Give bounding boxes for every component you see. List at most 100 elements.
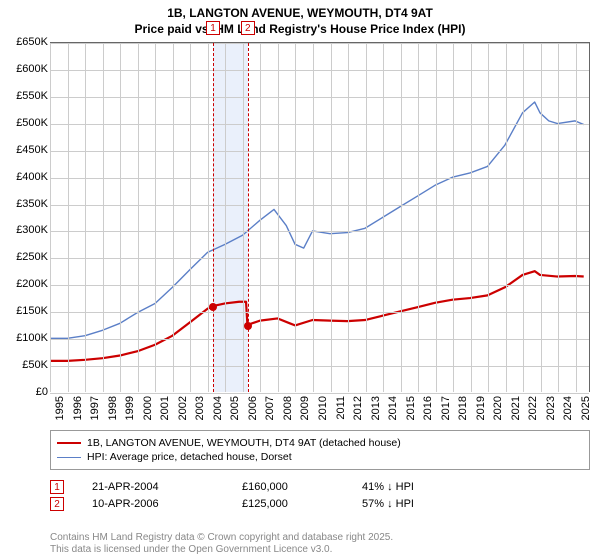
legend-swatch	[57, 442, 81, 444]
x-gridline	[313, 43, 314, 392]
x-gridline	[541, 43, 542, 392]
x-axis-tick-label: 2025	[580, 396, 592, 420]
x-axis-tick-label: 2020	[492, 396, 504, 420]
sale-date: 21-APR-2004	[92, 481, 242, 493]
x-gridline	[453, 43, 454, 392]
x-gridline	[348, 43, 349, 392]
series-line-hpi	[50, 102, 584, 338]
sale-row-marker: 2	[50, 497, 64, 511]
title-subtitle: Price paid vs. HM Land Registry's House …	[0, 22, 600, 38]
footer-line2: This data is licensed under the Open Gov…	[50, 544, 393, 556]
x-gridline	[436, 43, 437, 392]
y-gridline	[50, 70, 589, 71]
x-gridline	[190, 43, 191, 392]
legend-swatch	[57, 457, 81, 458]
y-axis-tick-label: £500K	[16, 117, 48, 129]
x-axis-tick-label: 2023	[545, 396, 557, 420]
y-gridline	[50, 43, 589, 44]
y-axis-tick-label: £50K	[22, 359, 48, 371]
x-axis-tick-label: 2015	[405, 396, 417, 420]
y-axis-tick-label: £550K	[16, 90, 48, 102]
plot-area: 12	[50, 42, 590, 392]
x-axis-tick-label: 2024	[562, 396, 574, 420]
legend-box: 1B, LANGTON AVENUE, WEYMOUTH, DT4 9AT (d…	[50, 430, 590, 470]
y-gridline	[50, 124, 589, 125]
x-gridline	[225, 43, 226, 392]
sale-point-dot	[244, 322, 252, 330]
x-gridline	[506, 43, 507, 392]
x-axis-tick-label: 2022	[527, 396, 539, 420]
x-axis-tick-label: 2013	[370, 396, 382, 420]
x-axis-tick-label: 2011	[335, 396, 347, 420]
x-gridline	[295, 43, 296, 392]
sales-table: 121-APR-2004£160,00041% ↓ HPI210-APR-200…	[50, 477, 590, 514]
x-gridline	[558, 43, 559, 392]
x-axis-tick-label: 2017	[440, 396, 452, 420]
y-gridline	[50, 205, 589, 206]
x-gridline	[488, 43, 489, 392]
sale-marker-line	[213, 43, 214, 392]
x-gridline	[243, 43, 244, 392]
x-axis-tick-label: 2016	[422, 396, 434, 420]
x-axis-tick-label: 1998	[107, 396, 119, 420]
x-axis-tick-label: 2019	[475, 396, 487, 420]
y-gridline	[50, 339, 589, 340]
y-gridline	[50, 393, 589, 394]
y-axis-tick-label: £600K	[16, 63, 48, 75]
y-gridline	[50, 151, 589, 152]
footer-line1: Contains HM Land Registry data © Crown c…	[50, 532, 393, 544]
sale-date: 10-APR-2006	[92, 498, 242, 510]
x-gridline	[103, 43, 104, 392]
x-gridline	[278, 43, 279, 392]
sale-row-marker: 1	[50, 480, 64, 494]
legend-row: 1B, LANGTON AVENUE, WEYMOUTH, DT4 9AT (d…	[57, 437, 583, 449]
x-axis-tick-label: 2001	[159, 396, 171, 420]
x-axis-tick-label: 2005	[229, 396, 241, 420]
x-gridline	[208, 43, 209, 392]
y-axis-tick-label: £200K	[16, 278, 48, 290]
x-gridline	[401, 43, 402, 392]
y-gridline	[50, 312, 589, 313]
sale-marker-box: 2	[241, 21, 255, 35]
x-axis-tick-label: 2021	[510, 396, 522, 420]
x-gridline	[50, 43, 51, 392]
sale-point-dot	[209, 303, 217, 311]
sale-hpi-diff: 57% ↓ HPI	[362, 498, 482, 510]
sale-marker-line	[248, 43, 249, 392]
x-axis-tick-label: 2006	[247, 396, 259, 420]
title-address: 1B, LANGTON AVENUE, WEYMOUTH, DT4 9AT	[0, 6, 600, 22]
x-gridline	[85, 43, 86, 392]
x-axis-tick-label: 2007	[264, 396, 276, 420]
y-axis-tick-label: £0	[36, 386, 48, 398]
footer-attribution: Contains HM Land Registry data © Crown c…	[50, 532, 393, 556]
x-axis-tick-label: 2010	[317, 396, 329, 420]
y-axis-tick-label: £150K	[16, 305, 48, 317]
x-gridline	[120, 43, 121, 392]
x-axis-tick-label: 2012	[352, 396, 364, 420]
y-gridline	[50, 231, 589, 232]
x-axis-tick-label: 2003	[194, 396, 206, 420]
x-gridline	[173, 43, 174, 392]
x-axis-tick-label: 2018	[457, 396, 469, 420]
x-gridline	[523, 43, 524, 392]
sale-price: £125,000	[242, 498, 362, 510]
chart-container: 12 £0£50K£100K£150K£200K£250K£300K£350K£…	[0, 42, 600, 422]
x-gridline	[418, 43, 419, 392]
y-axis-tick-label: £350K	[16, 198, 48, 210]
legend-label: 1B, LANGTON AVENUE, WEYMOUTH, DT4 9AT (d…	[87, 437, 401, 449]
x-axis-tick-label: 2009	[299, 396, 311, 420]
y-axis-tick-label: £100K	[16, 332, 48, 344]
y-gridline	[50, 285, 589, 286]
y-gridline	[50, 258, 589, 259]
sale-price: £160,000	[242, 481, 362, 493]
x-gridline	[366, 43, 367, 392]
y-axis-tick-label: £400K	[16, 171, 48, 183]
x-gridline	[471, 43, 472, 392]
y-axis-tick-label: £650K	[16, 36, 48, 48]
y-axis-tick-label: £250K	[16, 251, 48, 263]
x-axis-tick-label: 2014	[387, 396, 399, 420]
x-axis-tick-label: 2002	[177, 396, 189, 420]
x-axis-tick-label: 2008	[282, 396, 294, 420]
sale-marker-box: 1	[206, 21, 220, 35]
x-gridline	[155, 43, 156, 392]
